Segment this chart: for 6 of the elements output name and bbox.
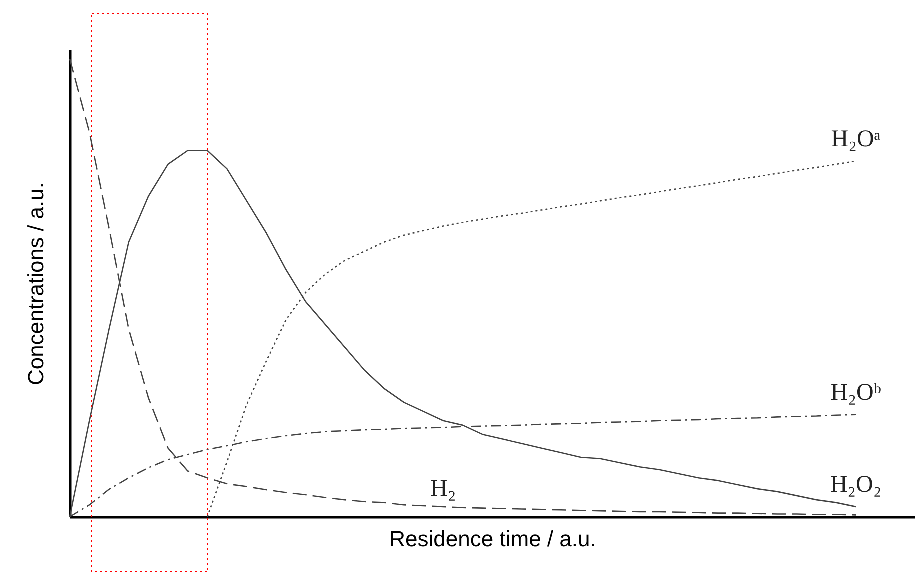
series-label: H₂	[430, 476, 456, 502]
x-axis-title: Residence time / a.u.	[390, 526, 596, 552]
y-axis-title: Concentrations / a.u.	[24, 182, 48, 386]
series-label: H₂Oᵇ	[830, 380, 882, 406]
series-label: H₂Oᵃ	[831, 126, 882, 152]
series-label: H₂O₂	[830, 472, 882, 498]
